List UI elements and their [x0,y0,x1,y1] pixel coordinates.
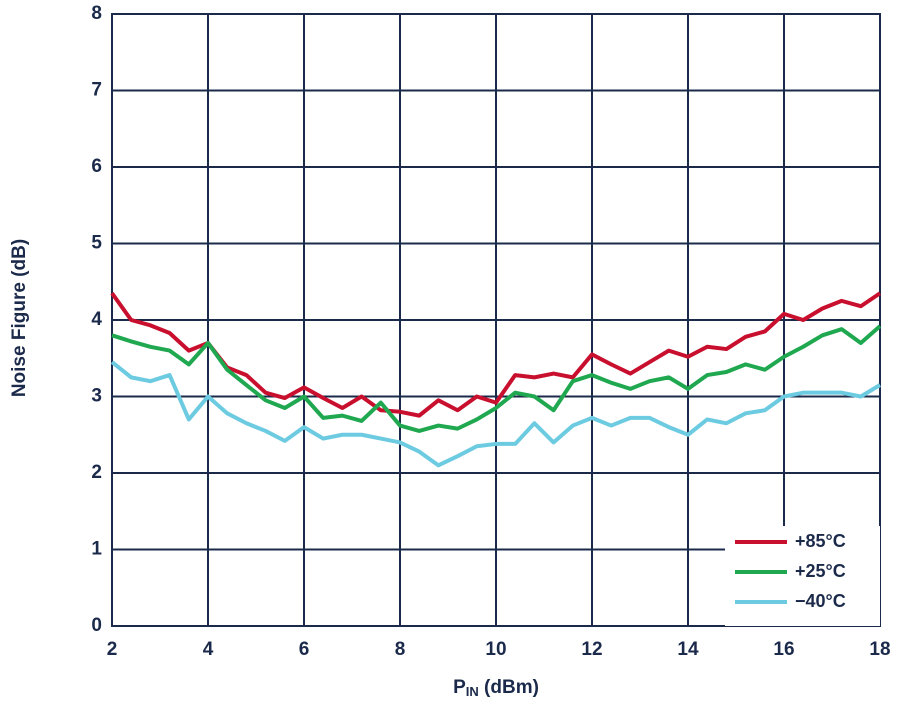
x-tick-label: 16 [773,639,794,660]
x-tick-label: 6 [299,639,310,660]
series-line [111,324,882,433]
x-axis-title-sub: IN [466,684,479,699]
x-axis-title-base: P [453,677,466,698]
series-line [110,360,882,468]
plot-frame [111,13,881,627]
y-tick-label: 2 [91,462,102,483]
x-tick-label: 14 [677,639,699,660]
x-axis-title-rest: (dBm) [479,677,539,698]
x-tick-label: 2 [107,639,118,660]
y-tick-label: 0 [91,615,102,636]
legend-label: −40°C [795,591,846,611]
x-tick-label: 10 [485,639,506,660]
x-tick-label: 18 [869,639,890,660]
y-tick-label: 8 [91,3,102,24]
x-tick-label: 4 [203,639,214,660]
y-tick-label: 5 [91,233,102,254]
legend-label: +85°C [795,531,846,551]
y-tick-label: 4 [91,309,102,330]
x-tick-label: 8 [395,639,406,660]
legend-label: +25°C [795,561,846,581]
x-tick-label: 12 [581,639,602,660]
legend: +85°C +25°C −40°C [725,526,880,626]
y-tick-label: 7 [91,80,102,101]
y-axis-title: Noise Figure (dB) [9,239,30,397]
series-line [110,291,882,418]
x-axis-title: PIN (dBm) [453,677,539,699]
y-tick-label: 1 [91,539,102,560]
y-tick-label: 3 [91,386,102,407]
y-tick-label: 6 [91,156,102,177]
